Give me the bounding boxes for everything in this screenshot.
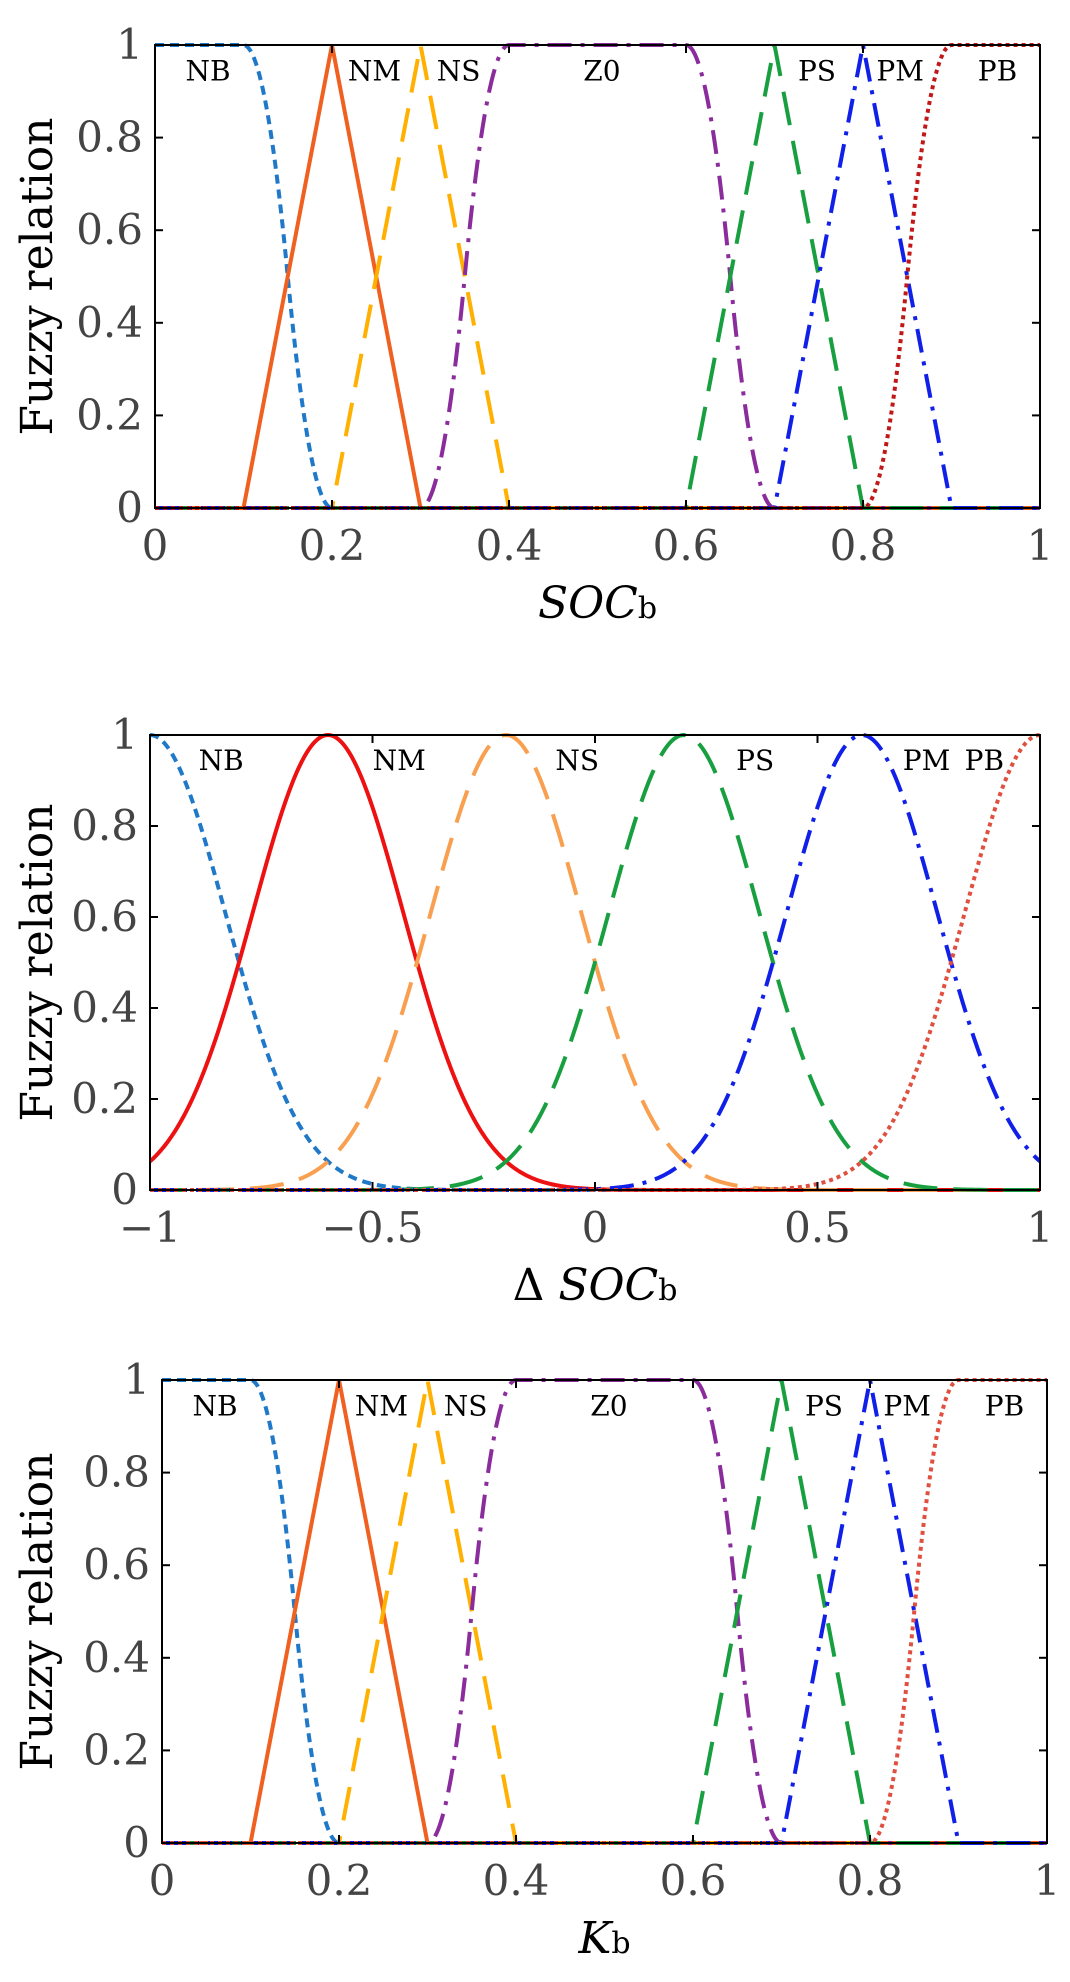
- y-tick-label: 0.4: [83, 1633, 150, 1682]
- y-tick-label: 0.6: [83, 1540, 150, 1589]
- y-tick-label: 0.8: [71, 801, 138, 850]
- x-tick-label: 0: [582, 1203, 609, 1252]
- x-tick-label: 1: [1027, 1203, 1054, 1252]
- term-label-pm: PM: [876, 54, 924, 87]
- chart-panel-3: 0 0.2 0.4 0.6 0.8 1 0 0.2 0.4 0.6 0.8 1 Fuzzy relati…: [12, 1355, 1060, 1964]
- term-label-nb: NB: [199, 744, 244, 777]
- term-label-nm: NM: [355, 1389, 408, 1422]
- x-tick-label: 0.8: [837, 1856, 904, 1905]
- term-label-pb: PB: [978, 54, 1017, 87]
- y-tick-label: 0.2: [71, 1074, 138, 1123]
- y-axis-label: Fuzzy relation: [12, 117, 63, 435]
- x-tick-label: −0.5: [322, 1203, 424, 1252]
- y-tick-label: 0: [123, 1818, 150, 1867]
- x-axis-label: SOCb: [538, 578, 657, 629]
- x-axis-label-subscript: b: [638, 591, 657, 626]
- x-tick-label: 0.5: [784, 1203, 851, 1252]
- y-axis-label: Fuzzy relation: [12, 1452, 63, 1770]
- term-label-ps: PS: [798, 54, 836, 87]
- y-tick-label: 1: [123, 1355, 150, 1404]
- x-tick-label: 0.4: [476, 521, 543, 570]
- term-label-ns: NS: [444, 1389, 488, 1422]
- term-label-pb: PB: [985, 1389, 1024, 1422]
- x-tick-label: 0: [149, 1856, 176, 1905]
- term-label-nb: NB: [186, 54, 231, 87]
- x-axis-label-main: SOC: [558, 1260, 658, 1311]
- term-label-z0: Z0: [583, 54, 620, 87]
- y-tick-label: 0.2: [76, 390, 143, 439]
- term-label-nm: NM: [348, 54, 401, 87]
- x-axis-label-subscript: b: [611, 1926, 630, 1961]
- x-axis-label: Δ SOCb: [513, 1260, 678, 1311]
- y-tick-label: 1: [111, 710, 138, 759]
- term-label-pm: PM: [903, 744, 951, 777]
- term-label-ns: NS: [555, 744, 599, 777]
- x-tick-label: 1: [1027, 521, 1054, 570]
- term-label-pb: PB: [965, 744, 1004, 777]
- x-tick-label: 0.6: [660, 1856, 727, 1905]
- x-axis-label-main: K: [577, 1913, 613, 1964]
- term-label-nm: NM: [373, 744, 426, 777]
- y-tick-label: 1: [116, 20, 143, 69]
- x-axis-label-prefix: Δ: [513, 1260, 559, 1311]
- y-axis-label: Fuzzy relation: [12, 803, 63, 1121]
- term-label-pm: PM: [883, 1389, 931, 1422]
- term-label-z0: Z0: [590, 1389, 627, 1422]
- x-tick-label: 0.6: [653, 521, 720, 570]
- x-tick-label: 0.4: [483, 1856, 550, 1905]
- y-tick-label: 0.8: [83, 1448, 150, 1497]
- y-tick-label: 0: [116, 483, 143, 532]
- x-axis-label-main: SOC: [538, 578, 638, 629]
- y-tick-label: 0: [111, 1165, 138, 1214]
- y-tick-label: 0.8: [76, 113, 143, 162]
- y-tick-label: 0.2: [83, 1725, 150, 1774]
- x-tick-label: 0.2: [306, 1856, 373, 1905]
- y-tick-label: 0.6: [71, 892, 138, 941]
- x-axis-label: Kb: [577, 1913, 630, 1964]
- chart-panel-1: 0 0.2 0.4 0.6 0.8 1 0 0.2 0.4 0.6 0.8 1 Fuzzy relati…: [12, 20, 1053, 629]
- y-tick-label: 0.6: [76, 205, 143, 254]
- fuzzy-membership-figure: 0 0.2 0.4 0.6 0.8 1 0 0.2 0.4 0.6 0.8 1 Fuzzy relati…: [0, 0, 1070, 1982]
- y-tick-label: 0.4: [76, 298, 143, 347]
- term-label-ps: PS: [736, 744, 774, 777]
- x-tick-label: 1: [1034, 1856, 1061, 1905]
- term-label-nb: NB: [193, 1389, 238, 1422]
- y-tick-label: 0.4: [71, 983, 138, 1032]
- x-tick-label: 0.2: [299, 521, 366, 570]
- x-tick-label: 0.8: [830, 521, 897, 570]
- x-tick-label: 0: [142, 521, 169, 570]
- term-label-ns: NS: [437, 54, 481, 87]
- x-axis-label-subscript: b: [658, 1273, 677, 1308]
- term-label-ps: PS: [805, 1389, 843, 1422]
